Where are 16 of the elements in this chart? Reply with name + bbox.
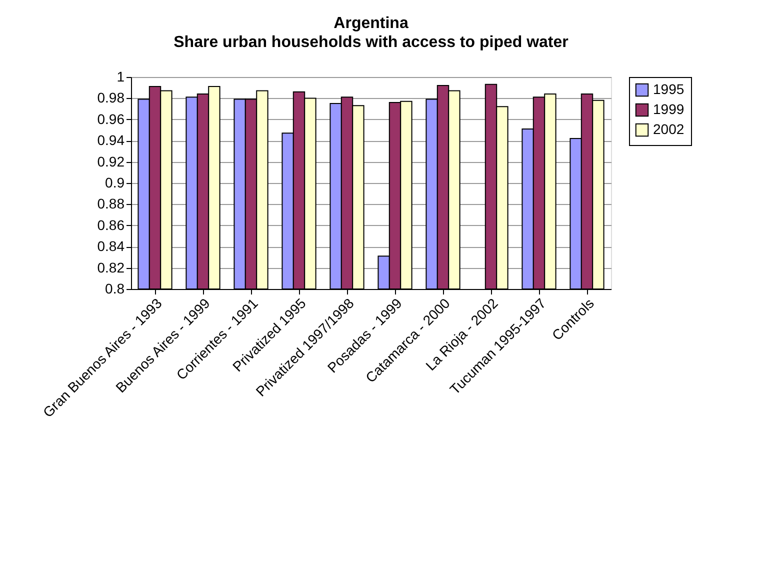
legend-label: 1995 (653, 81, 684, 97)
legend-label: 2002 (653, 121, 684, 137)
y-tick-label: 0.98 (97, 90, 125, 106)
chart-title: Argentina (334, 15, 408, 32)
y-tick-label: 0.8 (105, 280, 125, 296)
y-tick-label: 0.82 (97, 259, 125, 276)
chart-subtitle: Share urban households with access to piped water (174, 34, 568, 51)
y-tick-label: 0.94 (97, 132, 125, 148)
y-tick-label: 0.88 (97, 196, 125, 212)
y-tick-label: 0.86 (97, 216, 125, 233)
y-tick-label: 1 (116, 68, 125, 84)
y-tick-label: 0.92 (97, 153, 125, 170)
legend-label: 1999 (653, 101, 684, 117)
y-tick-label: 0.84 (97, 238, 125, 254)
y-tick-label: 0.9 (105, 174, 125, 190)
y-tick-label: 0.96 (97, 110, 125, 127)
